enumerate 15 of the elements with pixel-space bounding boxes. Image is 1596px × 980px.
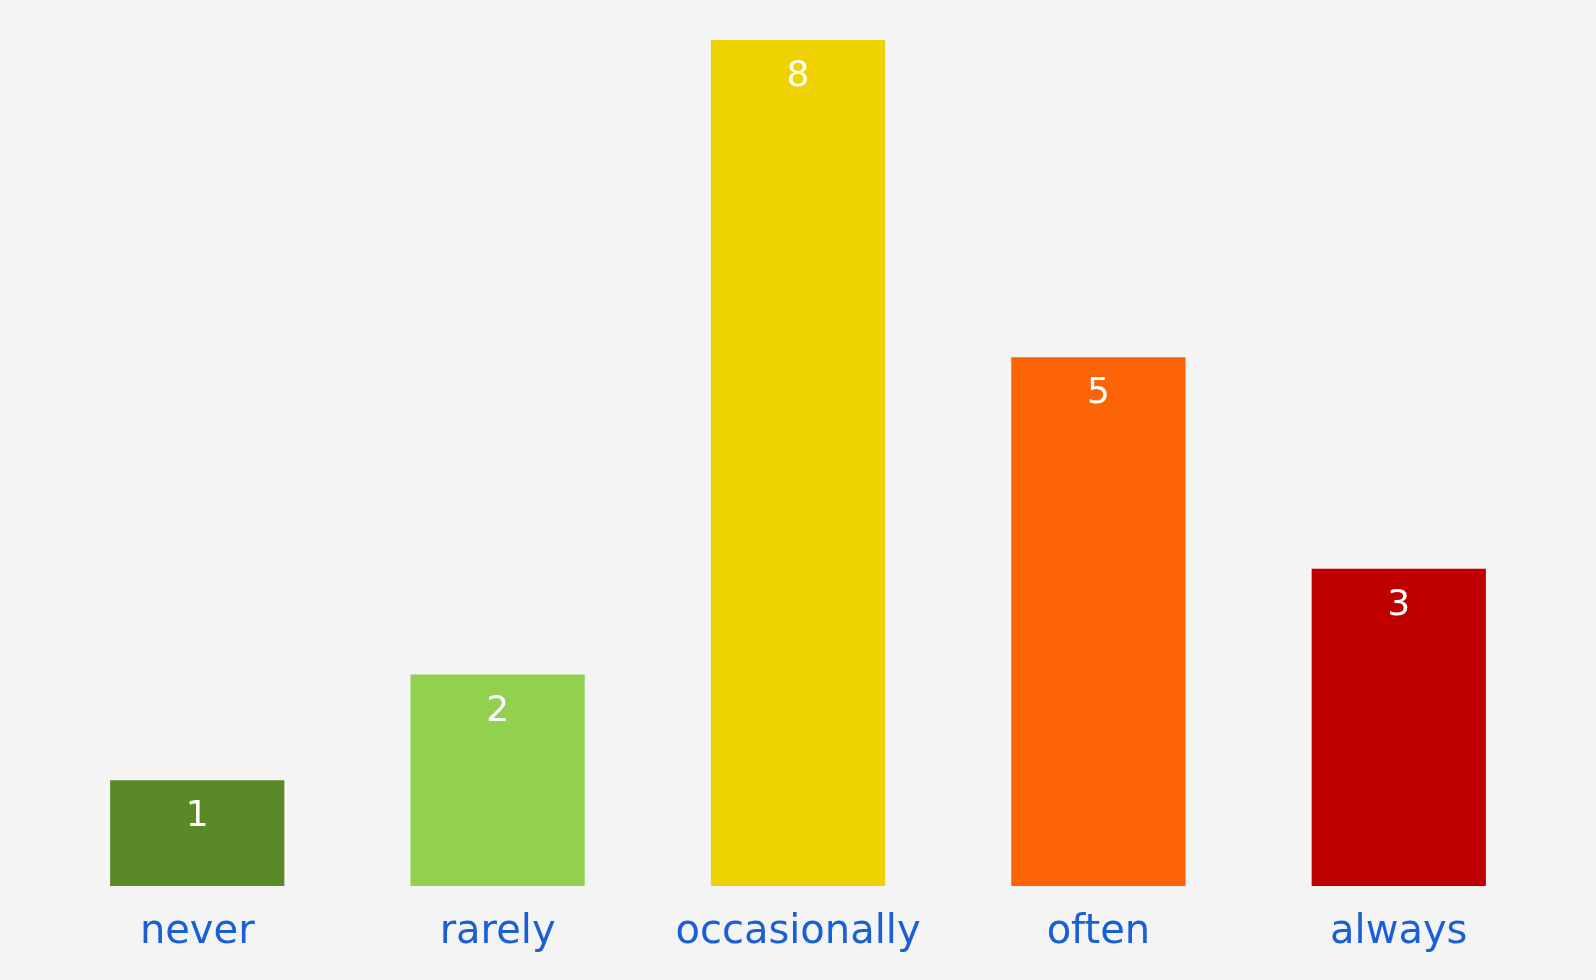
x-tick-label: never: [139, 905, 256, 952]
data-label: 8: [786, 53, 810, 94]
x-tick-label: rarely: [439, 905, 556, 952]
data-label: 1: [185, 793, 209, 835]
bar: [410, 674, 585, 886]
bar: [1311, 568, 1486, 886]
x-tick-label: always: [1330, 905, 1468, 952]
data-label: 3: [1387, 581, 1411, 623]
x-tick-label: often: [1046, 905, 1151, 952]
x-tick-label: occasionally: [675, 905, 921, 952]
data-label: 5: [1086, 370, 1110, 412]
bar: [110, 780, 285, 886]
bar: [1011, 357, 1186, 886]
data-label: 2: [486, 687, 510, 729]
bar: [710, 40, 886, 886]
